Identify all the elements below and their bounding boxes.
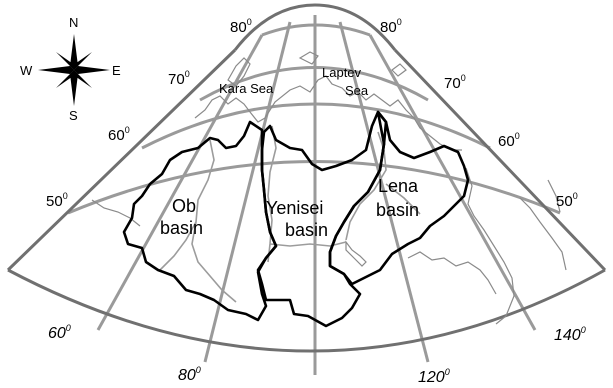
outline-bottom [7,268,606,353]
meridian-80 [203,21,292,363]
compass-arrow-se [72,70,92,88]
compass-arrow-sw [56,70,76,88]
lat-label-right-60: 600 [498,131,520,150]
lon-label-140: 1400 [554,325,586,344]
lake-baikal [345,240,367,267]
arctic-coastline [194,75,462,151]
sakhalin-coast [547,179,561,213]
laptev-sea-label-line1: Laptev [322,65,362,80]
compass-label-w: W [20,63,33,78]
meridian-140 [368,34,537,331]
lat-label-right-50: 500 [556,191,578,210]
rivers [159,125,421,303]
lena-basin-boundary [328,110,470,286]
outline-top [233,3,397,51]
compass-arrow-ne [72,52,92,70]
novaya-zemlya-coast [227,57,251,87]
west-coast [91,199,141,227]
lon-label-120: 1200 [418,367,450,386]
angara-river [269,241,347,247]
meridian-lines [96,15,537,375]
compass-label-s: S [69,108,78,123]
irtysh-river [159,221,197,271]
compass-arrow-s [70,70,78,106]
lat-label-right-70: 700 [444,73,466,92]
yenisei-basin-label-line1: Yenisei [266,198,323,218]
lat-label-left-60: 600 [108,125,130,144]
outline-right [393,48,607,272]
compass-arrow-w [38,66,74,74]
taymyr-islands-coast [298,51,407,77]
coastlines [91,51,567,325]
kamchatka-coast [519,197,567,271]
sea-labels: Kara Sea Laptev Sea [219,65,369,98]
kara-sea-label: Kara Sea [219,81,274,96]
longitude-labels: 600 800 1200 1400 [48,323,586,386]
lat-label-top-left-80: 800 [230,17,252,36]
basin-labels: Ob basin Yenisei basin Lena basin [160,176,419,240]
compass-label-n: N [69,15,78,30]
outline-left [6,48,237,272]
compass-rose: N S E W [20,15,121,123]
aldan-river [385,183,421,215]
lena-basin-label-line1: Lena [378,176,419,196]
lon-label-60: 600 [48,323,71,342]
compass-label-e: E [112,63,121,78]
compass-arrow-n [70,34,78,70]
yenisei-basin-label-line2: basin [285,220,328,240]
lat-label-left-70: 700 [168,69,190,88]
lena-basin-label-line2: basin [376,200,419,220]
yenisei-basin-boundary [256,110,388,328]
laptev-sea-label-line2: Sea [345,83,369,98]
latitude-labels: 700 600 500 700 600 500 800 800 [46,17,578,210]
southern-border [407,251,497,295]
pacific-coastline [465,167,515,325]
lon-label-80: 800 [178,365,201,384]
lat-label-top-right-80: 800 [380,17,402,36]
meridian-60 [96,34,264,331]
projection-outline [6,3,607,353]
basin-boundaries [122,110,470,328]
compass-arrow-nw [56,52,76,70]
meridian-120 [338,21,430,363]
ob-basin-label-line2: basin [160,218,203,238]
lat-label-left-50: 500 [46,191,68,210]
ob-basin-label-line1: Ob [172,196,196,216]
ob-river [191,139,237,303]
compass-arrow-e [74,66,110,74]
